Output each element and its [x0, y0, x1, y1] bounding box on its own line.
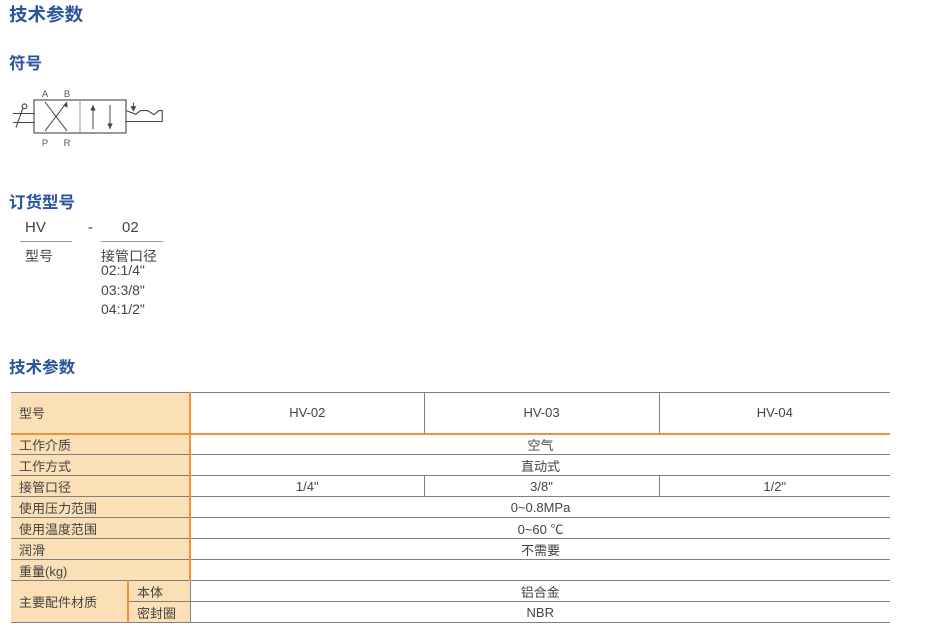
svg-text:A: A [42, 89, 49, 100]
svg-text:P: P [42, 138, 48, 149]
svg-text:R: R [64, 138, 71, 149]
svg-text:B: B [64, 89, 70, 100]
